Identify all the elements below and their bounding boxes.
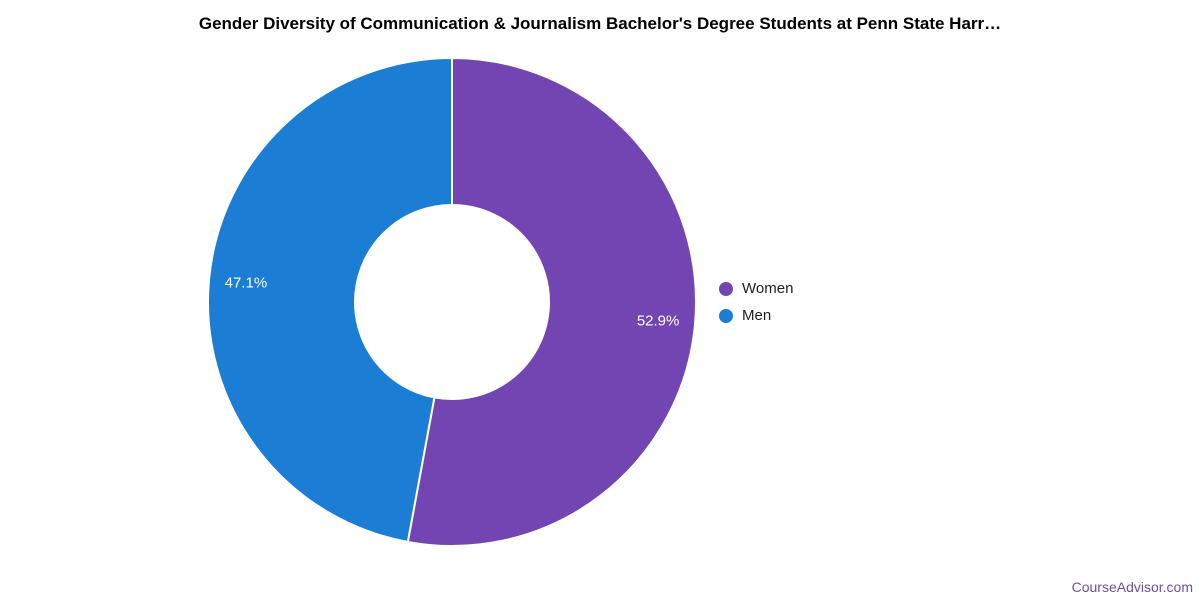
pie-slice-men[interactable] [207,57,453,543]
pie-slice-women[interactable] [406,57,697,547]
data-label-men: 47.1% [225,275,268,292]
courseadvisor-link[interactable]: CourseAdvisor.com [1071,579,1193,595]
legend-marker-men-icon [719,309,733,323]
legend-marker-women-icon [719,282,733,296]
chart-title: Gender Diversity of Communication & Jour… [198,14,1002,33]
data-label-women: 52.9% [637,312,680,329]
legend-label-men: Men [742,307,772,324]
legend-item-men[interactable]: Men [719,306,793,326]
chart-legend: Women Men [719,279,793,326]
legend-label-women: Women [742,280,794,297]
legend-item-women[interactable]: Women [719,279,793,299]
